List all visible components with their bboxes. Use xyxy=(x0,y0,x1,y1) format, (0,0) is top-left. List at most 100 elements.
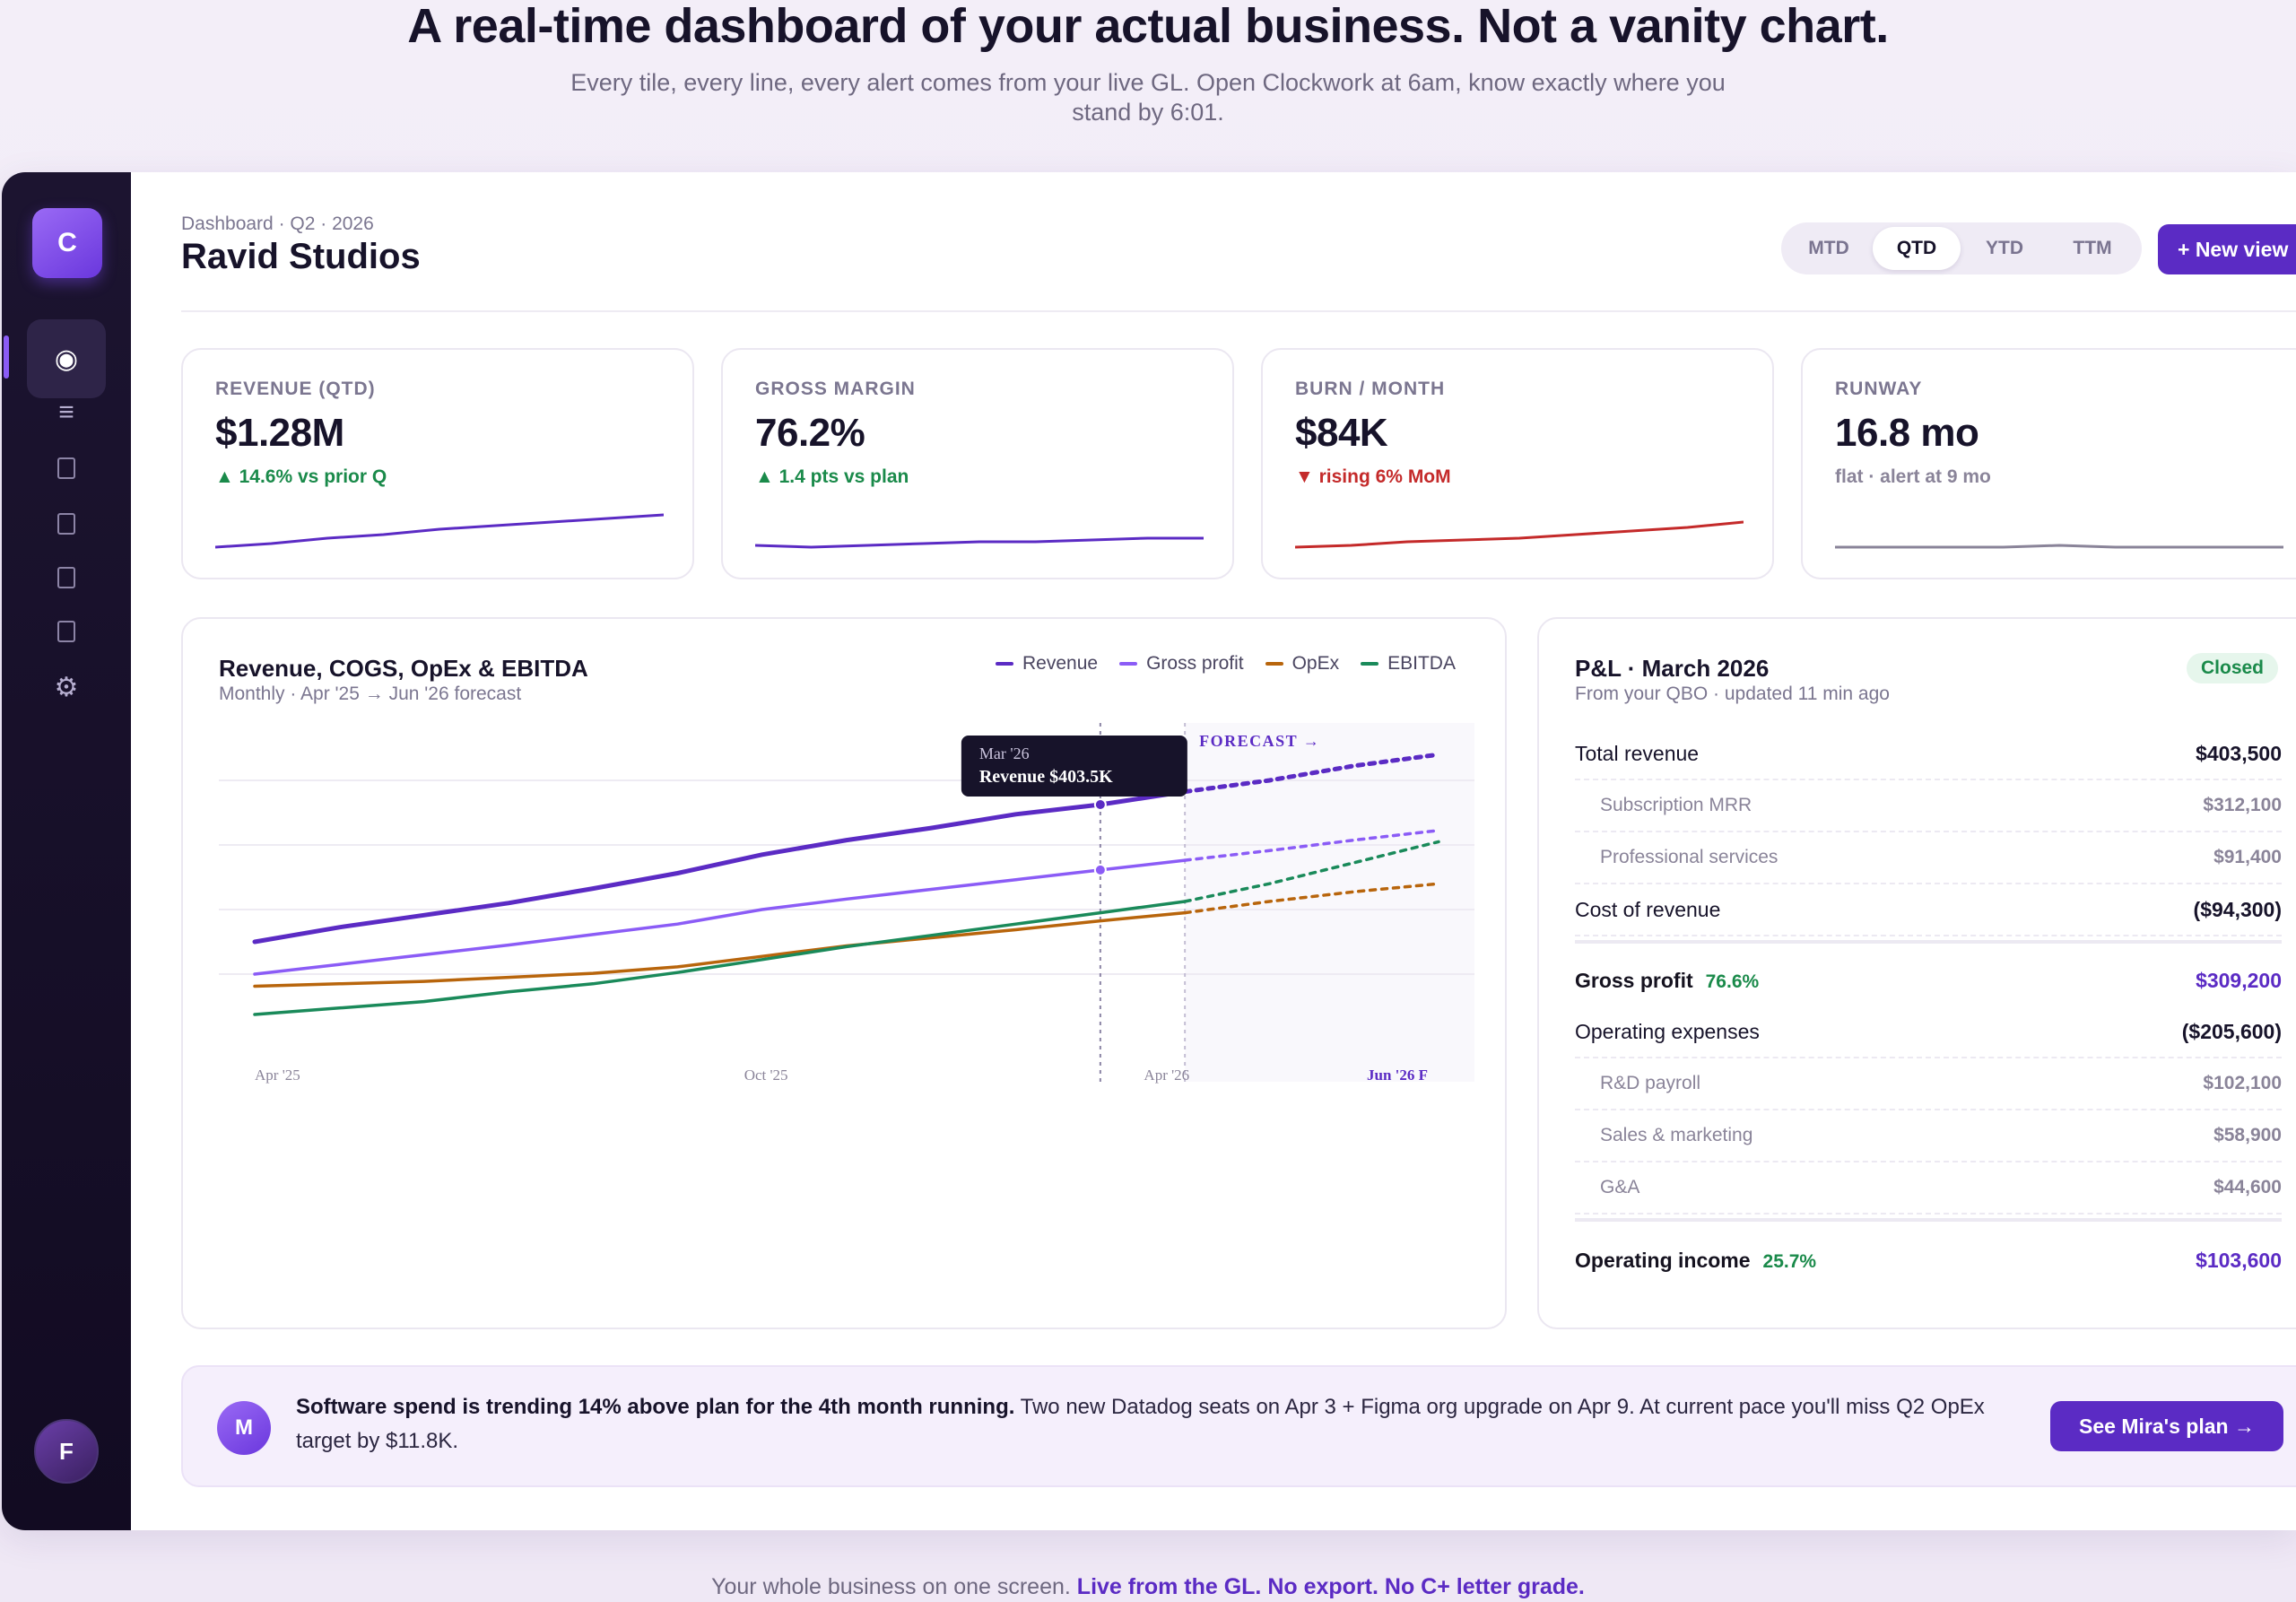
pnl-row-pct: 25.7% xyxy=(1762,1250,1817,1272)
sparkline-path xyxy=(1835,544,2283,549)
pnl-row-label: Total revenue xyxy=(1575,741,1700,765)
legend-label: EBITDA xyxy=(1387,653,1456,674)
legend-label: OpEx xyxy=(1292,653,1340,674)
nav-ledger[interactable] xyxy=(27,484,106,563)
kpi-delta: ▲ 1.4 pts vs plan xyxy=(755,466,909,487)
pnl-row-label: R&D payroll xyxy=(1600,1073,1701,1093)
see-plan-button[interactable]: See Mira's plan → xyxy=(2050,1401,2283,1451)
settings-icon: ⚙ xyxy=(54,672,79,702)
kpi-card-revenue[interactable]: REVENUE (QTD) $1.28M ▲ 14.6% vs prior Q xyxy=(181,348,694,579)
nav-reports[interactable] xyxy=(27,429,106,508)
alert-message: Software spend is trending 14% above pla… xyxy=(296,1390,2036,1458)
nav-documents[interactable] xyxy=(27,538,106,617)
list-icon: ≡ xyxy=(58,397,74,427)
pnl-row-rd-payroll[interactable]: R&D payroll $102,100 xyxy=(1575,1058,2282,1110)
pnl-row-value: $309,200 xyxy=(2196,968,2282,992)
user-avatar[interactable]: F xyxy=(34,1419,99,1484)
kpi-delta: ▲ 14.6% vs prior Q xyxy=(215,466,387,487)
kpi-value: $1.28M xyxy=(215,411,344,455)
pnl-row-value: $102,100 xyxy=(2203,1073,2282,1093)
pnl-row-value: $312,100 xyxy=(2203,795,2282,815)
x-tick-label: Jun '26 F xyxy=(1367,1067,1428,1084)
x-tick-label: Apr '25 xyxy=(255,1067,300,1084)
legend-item-opex[interactable]: OpEx xyxy=(1265,653,1340,675)
pnl-row-operating-expenses[interactable]: Operating expenses ($205,600) xyxy=(1575,1006,2282,1058)
header-divider xyxy=(181,310,2296,312)
pnl-row-ga[interactable]: G&A $44,600 xyxy=(1575,1162,2282,1215)
legend-swatch xyxy=(1265,662,1283,666)
x-tick-label: Oct '25 xyxy=(744,1067,788,1084)
period-mtd[interactable]: MTD xyxy=(1808,238,1849,258)
series-line-gross-profit[interactable] xyxy=(253,858,1187,976)
series-forecast-ebitda[interactable] xyxy=(1183,840,1440,903)
period-qtd[interactable]: QTD xyxy=(1873,227,1961,270)
hover-point xyxy=(1093,798,1107,811)
pnl-card: P&L · March 2026 From your QBO · updated… xyxy=(1537,617,2296,1329)
app-logo[interactable]: C xyxy=(32,208,102,278)
series-line-revenue[interactable] xyxy=(252,789,1187,945)
kpi-card-burn[interactable]: BURN / MONTH $84K ▼ rising 6% MoM xyxy=(1261,348,1774,579)
legend-item-revenue[interactable]: Revenue xyxy=(996,653,1098,675)
pnl-row-total-revenue[interactable]: Total revenue $403,500 xyxy=(1575,728,2282,780)
kpi-delta: ▼ rising 6% MoM xyxy=(1295,466,1451,487)
series-forecast-revenue[interactable] xyxy=(1182,752,1441,795)
pnl-row-services[interactable]: Professional services $91,400 xyxy=(1575,832,2282,884)
chart-tooltip xyxy=(961,736,1187,797)
dashboard-icon: ◉ xyxy=(54,344,79,374)
kpi-sparkline xyxy=(215,513,664,549)
chart-legend: Revenue Gross profit OpEx EBITDA xyxy=(996,653,1456,675)
kpi-card-gross-margin[interactable]: GROSS MARGIN 76.2% ▲ 1.4 pts vs plan xyxy=(721,348,1234,579)
nav-list[interactable]: ≡ xyxy=(27,373,106,452)
status-badge: Closed xyxy=(2187,653,2279,683)
kpi-value: 76.2% xyxy=(755,411,865,455)
ledger-icon xyxy=(57,513,75,535)
pnl-row-subscription[interactable]: Subscription MRR $312,100 xyxy=(1575,780,2282,832)
new-view-button[interactable]: + New view xyxy=(2158,224,2296,274)
chart-card: Revenue, COGS, OpEx & EBITDA Monthly · A… xyxy=(181,617,1507,1329)
pnl-row-sales-marketing[interactable]: Sales & marketing $58,900 xyxy=(1575,1110,2282,1162)
legend-item-ebitda[interactable]: EBITDA xyxy=(1361,653,1456,675)
legend-swatch xyxy=(1119,662,1138,666)
breadcrumb: Dashboard · Q2 · 2026 xyxy=(181,213,374,234)
sparkline-path xyxy=(1295,520,1744,549)
series-line-ebitda[interactable] xyxy=(253,900,1187,1016)
line-chart[interactable]: FORECAST → Mar '26 Revenue $403.5K Apr '25 O… xyxy=(219,723,1474,1091)
hover-point xyxy=(1093,863,1107,876)
nav-dashboard[interactable]: ◉ xyxy=(27,319,106,398)
pnl-row-label: Sales & marketing xyxy=(1600,1125,1753,1145)
kpi-label: REVENUE (QTD) xyxy=(215,379,376,399)
legend-item-gross-profit[interactable]: Gross profit xyxy=(1119,653,1244,675)
series-forecast-opex[interactable] xyxy=(1183,882,1440,915)
pnl-divider xyxy=(1575,1218,2282,1222)
legend-label: Revenue xyxy=(1022,653,1099,674)
app-window: C ◉ ≡ ⚙ F Dashboard · Q2 · 2026 Ravid St… xyxy=(2,172,2296,1530)
pnl-row-gross-profit[interactable]: Gross profit 76.6% $309,200 xyxy=(1575,954,2282,1006)
pnl-subtitle: From your QBO · updated 11 min ago xyxy=(1575,683,1890,704)
alert-detail: Two new Datadog seats on Apr 3 + Figma o… xyxy=(296,1395,1985,1453)
kpi-value: 16.8 mo xyxy=(1835,411,1979,455)
period-ytd[interactable]: YTD xyxy=(1986,238,2023,258)
pnl-row-value: ($205,600) xyxy=(2181,1019,2282,1043)
pnl-row-value: $44,600 xyxy=(2213,1177,2282,1197)
active-nav-indicator xyxy=(4,335,9,379)
forecast-region xyxy=(1185,723,1474,1082)
pnl-row-operating-income[interactable]: Operating income 25.7% $103,600 xyxy=(1575,1234,2282,1286)
insight-alert: M Software spend is trending 14% above p… xyxy=(181,1365,2296,1487)
period-ttm[interactable]: TTM xyxy=(2073,238,2112,258)
kpi-sparkline xyxy=(1835,544,2283,549)
series-line-opex[interactable] xyxy=(253,910,1187,988)
pnl-row-cost-of-revenue[interactable]: Cost of revenue ($94,300) xyxy=(1575,884,2282,936)
nav-people[interactable] xyxy=(27,592,106,671)
pnl-title: P&L · March 2026 xyxy=(1575,655,1770,682)
pnl-row-label: Gross profit 76.6% xyxy=(1575,968,1760,992)
pnl-row-value: ($94,300) xyxy=(2193,897,2282,921)
nav-settings[interactable]: ⚙ xyxy=(27,648,106,727)
kpi-label: RUNWAY xyxy=(1835,379,1923,399)
legend-swatch xyxy=(996,662,1013,666)
kpi-card-runway[interactable]: RUNWAY 16.8 mo flat · alert at 9 mo xyxy=(1801,348,2296,579)
x-tick-label: Apr '26 xyxy=(1144,1067,1189,1084)
tooltip-period: Mar '26 xyxy=(979,744,1030,762)
hero-subtitle: Every tile, every line, every alert come… xyxy=(570,69,1726,126)
series-forecast-gross-profit[interactable] xyxy=(1183,829,1440,862)
pnl-row-value: $103,600 xyxy=(2196,1248,2282,1272)
